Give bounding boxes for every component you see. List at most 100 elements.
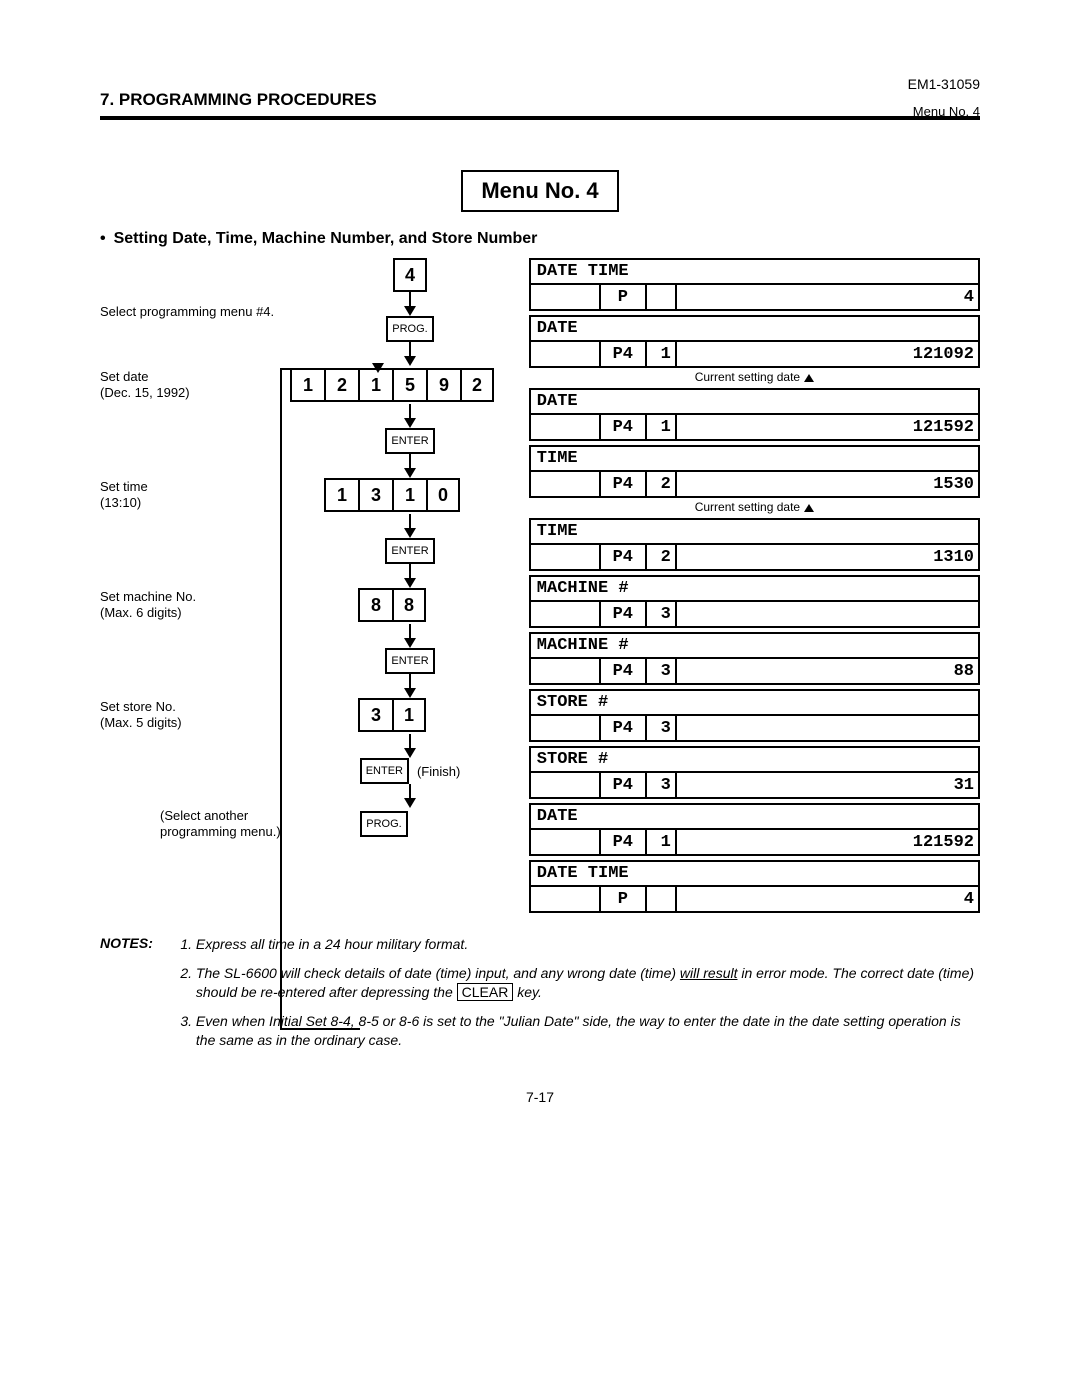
arrow-icon [404,356,416,366]
key-4: 4 [393,258,427,292]
display-cell: P4 [601,415,647,439]
key-enter: ENTER [385,648,434,674]
arrow-icon [404,418,416,428]
display-label: STORE # [531,748,978,771]
display-cell: 1 [647,415,677,439]
display-label: DATE TIME [531,260,978,283]
display-cell [531,602,601,626]
display-column: DATE TIMEP4DATEP41121092Current setting … [529,258,980,917]
display-label: DATE [531,805,978,828]
display-cell [531,659,601,683]
finish-label: (Finish) [417,764,460,779]
display-panel: DATE TIMEP4 [529,860,980,913]
step-note: Set machine No. [100,589,196,604]
display-panel: STORE #P43 [529,689,980,742]
display-cell: P [601,887,647,911]
step-note: (Dec. 15, 1992) [100,385,190,400]
step-note: Set time [100,479,148,494]
arrow-icon [404,638,416,648]
menu-title: Menu No. 4 [461,170,618,212]
store-keys: 3 1 [358,698,426,732]
display-cell [531,415,601,439]
arrow-icon [404,306,416,316]
display-panel: MACHINE #P43 [529,575,980,628]
display-label: STORE # [531,691,978,714]
display-cell [531,887,601,911]
menu-ref: Menu No. 4 [913,104,980,119]
display-cell [531,342,601,366]
display-cell: 2 [647,472,677,496]
arrow-icon [404,528,416,538]
step-note: Set store No. [100,699,176,714]
display-cell [677,716,978,740]
arrow-icon [404,468,416,478]
display-label: DATE [531,317,978,340]
display-label: TIME [531,447,978,470]
display-panel: DATEP41121592 [529,388,980,441]
note-3: Even when Initial Set 8-4, 8-5 or 8-6 is… [196,1012,976,1050]
display-annotation: Current setting date [529,370,980,384]
display-cell: P4 [601,773,647,797]
display-panel: TIMEP421530 [529,445,980,498]
arrow-icon [800,370,814,384]
display-cell [531,545,601,569]
page-number: 7-17 [100,1089,980,1105]
key-prog: PROG. [386,316,434,342]
display-cell: P4 [601,659,647,683]
display-panel: MACHINE #P4388 [529,632,980,685]
display-cell [531,716,601,740]
key-enter: ENTER [385,538,434,564]
display-cell: 31 [677,773,978,797]
display-cell: 121092 [677,342,978,366]
display-cell [647,285,677,309]
step-note: (13:10) [100,495,141,510]
display-cell: P4 [601,602,647,626]
display-cell [677,602,978,626]
display-cell: 88 [677,659,978,683]
date-keys: 1 2 1 5 9 2 [290,368,494,402]
display-cell: 1310 [677,545,978,569]
display-cell: 3 [647,716,677,740]
display-label: DATE [531,390,978,413]
notes: NOTES: Express all time in a 24 hour mil… [100,935,980,1059]
display-cell: P4 [601,830,647,854]
step-note: (Max. 6 digits) [100,605,182,620]
loop-note: (Select another programming menu.) [160,808,310,841]
arrow-icon [404,798,416,808]
note-2: The SL-6600 will check details of date (… [196,964,976,1002]
key-enter: ENTER [360,758,409,784]
display-annotation: Current setting date [529,500,980,514]
display-panel: DATE TIMEP4 [529,258,980,311]
arrow-icon [372,363,384,373]
display-cell: 1 [647,830,677,854]
display-label: TIME [531,520,978,543]
doc-number: EM1-31059 [908,76,980,92]
display-label: DATE TIME [531,862,978,885]
arrow-icon [404,688,416,698]
display-cell: 1530 [677,472,978,496]
arrow-icon [404,578,416,588]
display-cell: 3 [647,659,677,683]
notes-heading: NOTES: [100,935,172,951]
subtitle: Setting Date, Time, Machine Number, and … [100,230,980,248]
step-note: (Max. 5 digits) [100,715,182,730]
display-cell: P4 [601,716,647,740]
display-cell [531,830,601,854]
machine-keys: 8 8 [358,588,426,622]
page-header: 7. PROGRAMMING PROCEDURES EM1-31059 Menu… [100,90,980,120]
flowchart: Select programming menu #4. 4 PROG. Set … [100,258,505,917]
display-cell: 1 [647,342,677,366]
arrow-icon [800,500,814,514]
display-cell [647,887,677,911]
step-note: Set date [100,369,148,384]
clear-key: CLEAR [457,983,514,1001]
display-panel: DATEP41121092 [529,315,980,368]
arrow-icon [404,748,416,758]
step-note: Select programming menu #4. [100,304,280,320]
display-cell: 121592 [677,415,978,439]
note-1: Express all time in a 24 hour military f… [196,935,976,954]
display-cell [531,773,601,797]
time-keys: 1 3 1 0 [324,478,460,512]
display-label: MACHINE # [531,634,978,657]
section-heading: 7. PROGRAMMING PROCEDURES [100,90,377,109]
